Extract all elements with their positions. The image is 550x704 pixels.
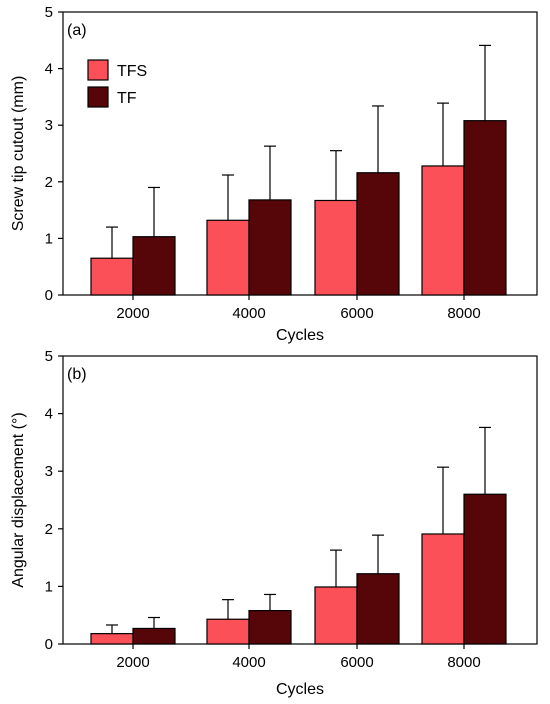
bar-tf-6000	[356, 172, 400, 296]
x-axis-title: Cycles	[276, 327, 324, 344]
bar-tfs-2000	[90, 257, 134, 296]
bar-tfs-8000	[421, 533, 465, 645]
bar-tfs-4000	[206, 618, 250, 645]
bar-tf-4000	[248, 609, 292, 645]
x-tick-label: 4000	[232, 654, 265, 671]
y-axis-title: Angular displacement (°)	[10, 412, 27, 587]
y-tick-label: 5	[45, 4, 53, 21]
y-tick-label: 2	[45, 521, 53, 538]
plot-frame	[62, 355, 538, 645]
bar-tfs-6000	[314, 586, 358, 645]
y-tick-label: 1	[45, 578, 53, 595]
y-tick-label: 2	[45, 174, 53, 191]
y-tick-label: 1	[45, 230, 53, 247]
y-axis-title: Screw tip cutout (mm)	[10, 76, 27, 232]
plot-frame	[62, 11, 538, 296]
legend-swatch-tfs	[87, 59, 109, 81]
y-tick-label: 5	[45, 348, 53, 365]
y-tick-label: 0	[45, 636, 53, 653]
bar-tf-2000	[132, 236, 176, 296]
bar-tfs-6000	[314, 199, 358, 296]
x-tick-label: 2000	[116, 654, 149, 671]
legend-swatch-tf	[87, 86, 109, 108]
bar-tf-6000	[356, 573, 400, 645]
bar-tf-2000	[132, 627, 176, 645]
y-tick-label: 3	[45, 117, 53, 134]
chart-panel-a: 0 1 2 3 4 5 2000 4000 6000 8000 Cycles Screw tip cu…	[10, 4, 538, 344]
bar-tf-8000	[463, 120, 507, 296]
panel-label: (a)	[67, 22, 87, 39]
x-tick-label: 8000	[447, 654, 480, 671]
y-tick-label: 4	[45, 406, 53, 423]
y-tick-label: 3	[45, 463, 53, 480]
bar-tfs-4000	[206, 219, 250, 296]
bar-tf-8000	[463, 493, 507, 645]
x-tick-label: 2000	[116, 305, 149, 322]
bar-tfs-2000	[90, 633, 134, 645]
panel-label: (b)	[67, 366, 87, 383]
x-axis-title: Cycles	[276, 681, 324, 698]
bar-tfs-8000	[421, 165, 465, 296]
legend-label-tf: TF	[117, 90, 137, 107]
y-tick-label: 4	[45, 61, 53, 78]
x-tick-label: 8000	[447, 305, 480, 322]
x-tick-label: 6000	[340, 305, 373, 322]
bar-tf-4000	[248, 199, 292, 296]
x-tick-label: 4000	[232, 305, 265, 322]
x-tick-label: 6000	[340, 654, 373, 671]
chart-panel-b: 0 1 2 3 4 5 2000 4000 6000 8000 Cycles Angular disp…	[10, 348, 538, 698]
legend-label-tfs: TFS	[117, 63, 147, 80]
y-tick-label: 0	[45, 287, 53, 304]
